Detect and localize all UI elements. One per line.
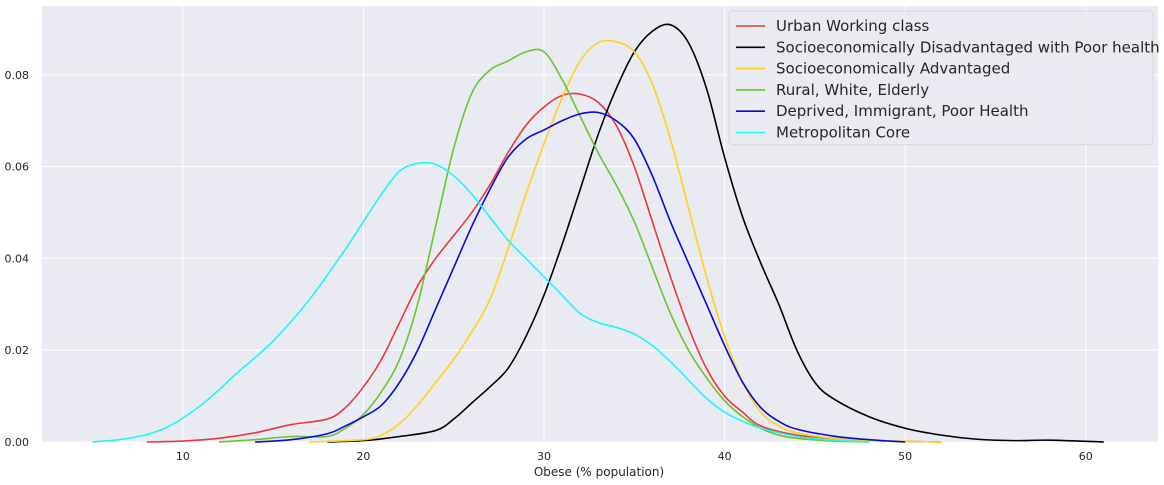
- legend-label: Rural, White, Elderly: [776, 81, 929, 99]
- series-line-5: [255, 111, 906, 443]
- y-tick-label: 0.06: [5, 161, 30, 174]
- x-tick-label: 60: [1079, 450, 1093, 463]
- x-tick-label: 40: [718, 450, 732, 463]
- series-line-4: [218, 48, 870, 443]
- series-line-1: [146, 92, 942, 443]
- legend-entry: Rural, White, Elderly: [736, 81, 929, 99]
- series-line-2: [327, 23, 1104, 443]
- legend-box: [728, 10, 1154, 146]
- y-tick-labels: 0.00 0.02 0.04 0.06 0.08: [5, 69, 30, 449]
- y-tick-label: 0.00: [5, 436, 30, 449]
- x-tick-label: 20: [356, 450, 370, 463]
- legend-label: Deprived, Immigrant, Poor Health: [776, 102, 1028, 120]
- legend-entry: Socioeconomically Advantaged: [736, 60, 1010, 78]
- legend-label: Metropolitan Core: [776, 124, 910, 142]
- legend-entry: Metropolitan Core: [736, 124, 910, 142]
- legend-label: Urban Working class: [776, 17, 930, 35]
- y-tick-label: 0.02: [5, 344, 30, 357]
- x-tick-label: 50: [898, 450, 912, 463]
- legend-entry: Urban Working class: [736, 17, 930, 35]
- legend: Urban Working class Socioeconomically Dis…: [728, 10, 1160, 146]
- x-tick-label: 10: [176, 450, 190, 463]
- legend-entry: Socioeconomically Disadvantaged with Poo…: [736, 38, 1160, 56]
- series-lines: [92, 23, 1104, 443]
- series-line-6: [92, 161, 870, 443]
- x-tick-labels: 10 20 30 40 50 60: [176, 450, 1093, 463]
- y-tick-label: 0.08: [5, 69, 30, 82]
- legend-label: Socioeconomically Disadvantaged with Poo…: [776, 38, 1160, 56]
- legend-entry: Deprived, Immigrant, Poor Health: [736, 102, 1028, 120]
- x-tick-label: 30: [537, 450, 551, 463]
- x-axis-label: Obese (% population): [534, 465, 664, 479]
- y-tick-label: 0.04: [5, 252, 30, 265]
- legend-label: Socioeconomically Advantaged: [776, 60, 1010, 78]
- series-line-3: [309, 39, 942, 443]
